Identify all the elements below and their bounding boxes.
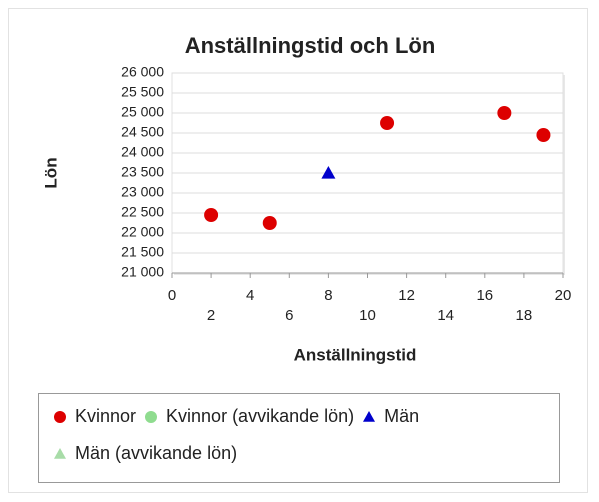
y-tick-label: 21 500 [121, 244, 164, 260]
legend-label: Kvinnor [75, 406, 137, 426]
x-tick-label: 12 [398, 287, 415, 304]
x-tick-label: 4 [246, 287, 254, 304]
x-tick-label: 0 [168, 287, 176, 304]
y-tick-label: 23 500 [121, 164, 164, 180]
x-axis-label: Anställningstid [294, 345, 417, 364]
chart-title: Anställningstid och Lön [185, 33, 436, 58]
x-tick-label: 6 [285, 307, 293, 324]
legend-label: Kvinnor (avvikande lön) [166, 406, 355, 426]
x-tick-label: 10 [359, 307, 376, 324]
y-tick-label: 24 500 [121, 124, 164, 140]
y-tick-label: 22 500 [121, 204, 164, 220]
point [262, 216, 277, 230]
legend-label: Män (avvikande lön) [75, 443, 238, 463]
y-tick-label: 22 000 [121, 224, 164, 240]
legend-label: Män [384, 406, 420, 426]
point [321, 166, 336, 179]
point [536, 128, 551, 142]
point [363, 410, 376, 422]
y-tick-label: 21 000 [121, 264, 164, 280]
y-tick-label: 26 000 [121, 64, 164, 80]
x-tick-label: 8 [324, 287, 332, 304]
point [204, 208, 219, 222]
point [145, 410, 158, 423]
legend-item: Män [362, 406, 419, 427]
legend-item: Män (avvikande lön) [53, 443, 237, 464]
x-tick-label: 16 [476, 287, 493, 304]
legend: Kvinnor Kvinnor (avvikande lön) Män Män (av… [38, 393, 560, 483]
legend-item: Kvinnor (avvikande lön) [144, 406, 354, 427]
legend-icon [54, 410, 66, 423]
x-tick-label: 18 [516, 307, 533, 324]
point [54, 410, 66, 423]
y-tick-label: 23 000 [121, 184, 164, 200]
x-tick-label: 2 [207, 307, 215, 324]
point [54, 447, 66, 459]
point [497, 106, 512, 120]
y-tick-label: 25 000 [121, 104, 164, 120]
legend-icon [363, 410, 376, 422]
point [380, 116, 395, 130]
x-tick-label: 20 [555, 287, 572, 304]
legend-item: Kvinnor [53, 406, 136, 427]
y-tick-label: 24 000 [121, 144, 164, 160]
legend-icon [145, 410, 158, 423]
legend-icon [54, 447, 66, 459]
y-tick-label: 25 500 [121, 84, 164, 100]
x-tick-label: 14 [437, 307, 454, 324]
y-axis-label: Lön [41, 157, 60, 188]
panel [8, 8, 588, 493]
